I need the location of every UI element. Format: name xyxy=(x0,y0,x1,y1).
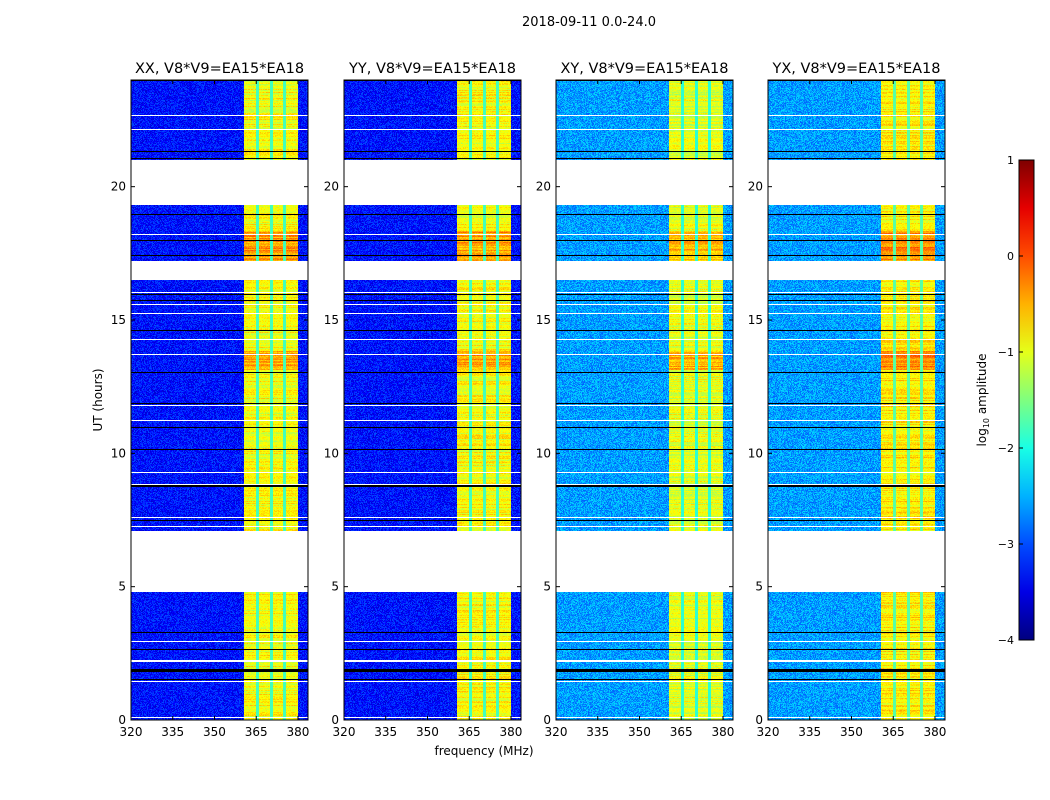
x-tick-label: 365 xyxy=(882,725,905,739)
y-tick-label: 15 xyxy=(748,313,763,327)
y-tick-label: 15 xyxy=(111,313,126,327)
colorbar-tick-label: −2 xyxy=(998,442,1014,455)
panel-frame xyxy=(343,79,522,721)
x-tick-label: 335 xyxy=(374,725,397,739)
x-tick-label: 380 xyxy=(924,725,947,739)
colorbar-tick-label: −1 xyxy=(998,346,1014,359)
panel-title: XY, V8*V9=EA15*EA18 xyxy=(560,61,728,77)
y-tick-label: 10 xyxy=(111,446,126,460)
heatmap-2 xyxy=(344,80,521,720)
x-tick-label: 350 xyxy=(203,725,226,739)
y-tick-label: 0 xyxy=(331,713,339,727)
colorbar-tick-label: 0 xyxy=(1007,250,1014,263)
panel-2: YY, V8*V9=EA15*EA18 320 335 350 365 380 0 5 10 15… xyxy=(324,61,523,739)
x-tick-label: 350 xyxy=(628,725,651,739)
panel-1: XX, V8*V9=EA15*EA18 320 335 350 365 380 0 5 10 15… xyxy=(111,61,310,739)
heatmap-1 xyxy=(131,80,308,720)
y-tick-label: 5 xyxy=(331,580,339,594)
panel-title: YY, V8*V9=EA15*EA18 xyxy=(348,61,516,77)
x-tick-label: 365 xyxy=(245,725,268,739)
colorbar-tick-label: −4 xyxy=(998,634,1014,647)
x-tick-label: 350 xyxy=(840,725,863,739)
y-tick-label: 5 xyxy=(118,580,126,594)
y-tick-label: 20 xyxy=(111,180,126,194)
heatmap-3 xyxy=(556,80,733,720)
suptitle: 2018-09-11 0.0-24.0 xyxy=(522,15,656,30)
x-tick-label: 335 xyxy=(586,725,609,739)
y-tick-label: 10 xyxy=(536,446,551,460)
y-tick-label: 20 xyxy=(324,180,339,194)
colorbar-gradient xyxy=(1018,159,1035,641)
y-tick-label: 10 xyxy=(324,446,339,460)
panel-title: YX, V8*V9=EA15*EA18 xyxy=(771,61,940,77)
x-tick-label: 320 xyxy=(757,725,780,739)
panel-4: YX, V8*V9=EA15*EA18 320 335 350 365 380 0 5 10 15… xyxy=(748,61,947,739)
x-tick-label: 365 xyxy=(458,725,481,739)
x-tick-label: 380 xyxy=(500,725,523,739)
x-axis-label: frequency (MHz) xyxy=(434,744,533,758)
y-tick-label: 5 xyxy=(755,580,763,594)
x-tick-label: 380 xyxy=(712,725,735,739)
x-tick-label: 350 xyxy=(416,725,439,739)
x-tick-label: 335 xyxy=(161,725,184,739)
y-tick-label: 20 xyxy=(748,180,763,194)
x-tick-label: 380 xyxy=(287,725,310,739)
y-tick-label: 5 xyxy=(543,580,551,594)
y-tick-label: 0 xyxy=(755,713,763,727)
y-tick-label: 15 xyxy=(536,313,551,327)
colorbar-tick-label: −3 xyxy=(998,538,1014,551)
panel-frame xyxy=(555,79,734,721)
panel-frame xyxy=(130,79,309,721)
y-tick-label: 10 xyxy=(748,446,763,460)
y-tick-label: 15 xyxy=(324,313,339,327)
panel-title: XX, V8*V9=EA15*EA18 xyxy=(135,61,304,77)
panel-3: XY, V8*V9=EA15*EA18 320 335 350 365 380 0 5 10 15… xyxy=(536,61,735,739)
x-tick-label: 365 xyxy=(670,725,693,739)
x-tick-label: 320 xyxy=(333,725,356,739)
y-axis-label: UT (hours) xyxy=(91,368,105,431)
x-tick-label: 335 xyxy=(798,725,821,739)
x-tick-label: 320 xyxy=(545,725,568,739)
panel-frame xyxy=(767,79,946,721)
x-tick-label: 320 xyxy=(120,725,143,739)
y-tick-label: 0 xyxy=(118,713,126,727)
y-tick-label: 20 xyxy=(536,180,551,194)
colorbar-tick-label: 1 xyxy=(1007,154,1014,167)
y-tick-label: 0 xyxy=(543,713,551,727)
colorbar-label: log10 amplitude xyxy=(975,354,991,447)
colorbar: 1 0 −1 −2 −3 −4 xyxy=(998,154,1035,647)
heatmap-4 xyxy=(768,80,945,720)
